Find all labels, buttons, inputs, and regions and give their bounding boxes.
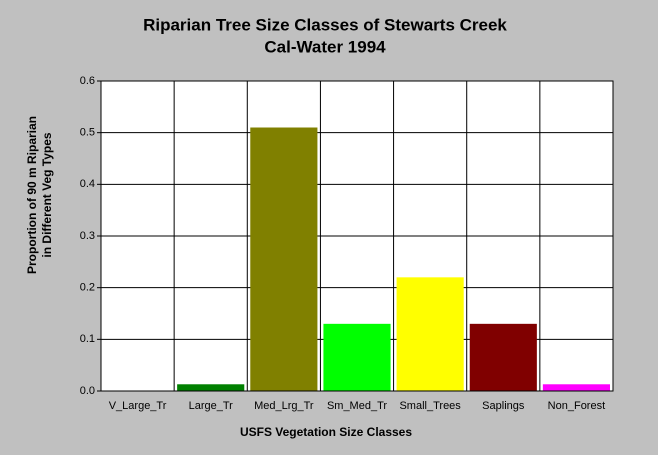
x-tick-label: Sm_Med_Tr [327, 400, 387, 412]
bar [250, 127, 318, 391]
x-axis-title: USFS Vegetation Size Classes [240, 425, 412, 439]
bar [469, 323, 537, 391]
plot-border [100, 80, 614, 392]
y-axis-title: Proportion of 90 m Riparian [25, 116, 39, 274]
x-tick-label: V_Large_Tr [109, 400, 167, 412]
x-tick-label: Large_Tr [189, 400, 234, 412]
y-tick-label: 0.4 [80, 178, 95, 190]
y-axis-title: in Different Veg Types [40, 132, 54, 257]
bar [323, 323, 391, 391]
bar [396, 277, 464, 391]
bar [177, 384, 245, 391]
y-tick-label: 0.3 [80, 230, 95, 242]
y-tick-label: 0.6 [80, 75, 95, 87]
x-tick-label: Saplings [482, 400, 525, 412]
x-tick-label: Med_Lrg_Tr [254, 400, 314, 412]
y-tick-label: 0.1 [80, 333, 95, 345]
chart-title: Riparian Tree Size Classes of Stewarts C… [143, 15, 507, 34]
y-tick-label: 0.2 [80, 282, 95, 294]
chart-subtitle: Cal-Water 1994 [264, 37, 386, 56]
bar [542, 384, 610, 391]
x-tick-label: Non_Forest [548, 400, 605, 412]
x-tick-label: Small_Trees [399, 400, 461, 412]
y-tick-label: 0.5 [80, 127, 95, 139]
y-tick-label: 0.0 [80, 385, 95, 397]
